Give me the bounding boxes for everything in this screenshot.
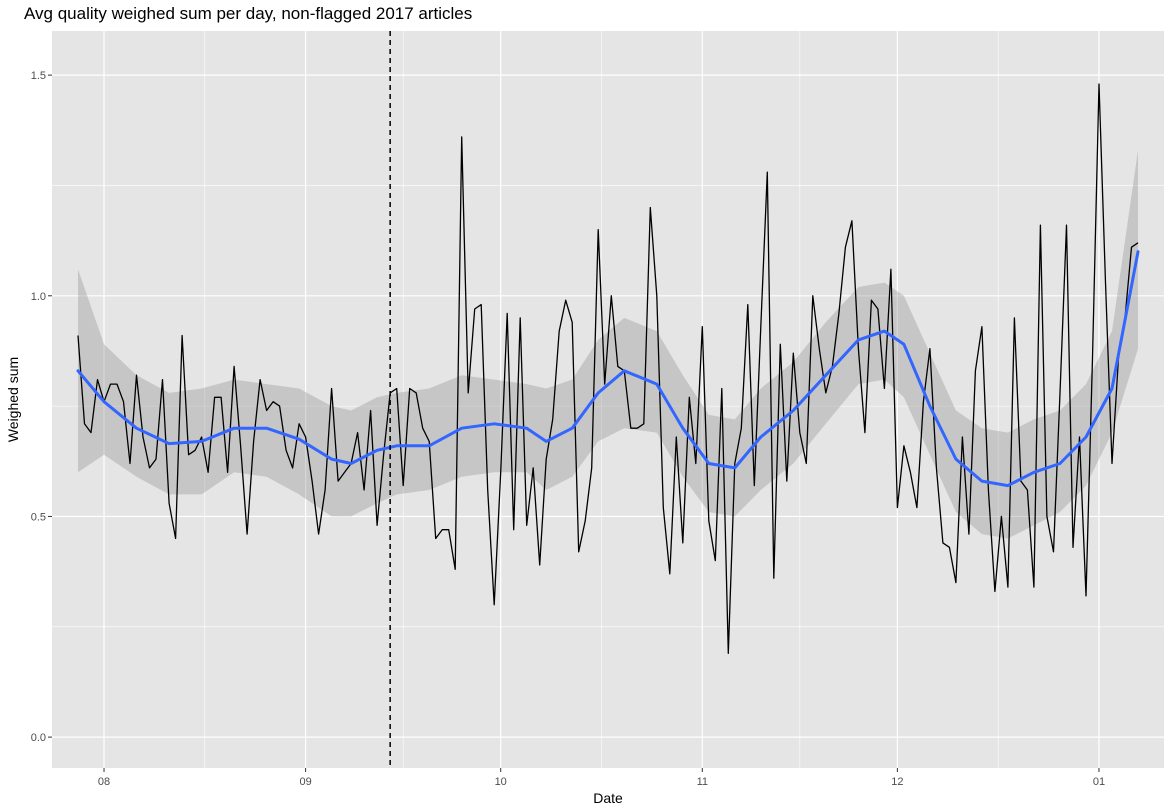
x-axis: 08 09 10 11 12 01 <box>98 768 1105 788</box>
y-tick-label: 1.5 <box>31 70 46 82</box>
y-tick-label: 0.5 <box>31 511 46 523</box>
y-tick-label: 0.0 <box>31 732 46 744</box>
x-tick-label: 01 <box>1093 776 1105 788</box>
x-tick-label: 10 <box>495 776 507 788</box>
y-axis: 0.0 0.5 1.0 1.5 <box>31 70 52 744</box>
daily-values-line <box>77 83 1139 654</box>
y-axis-title: Weighed sum <box>5 357 21 442</box>
x-axis-title: Date <box>593 790 623 806</box>
x-tick-label: 08 <box>98 776 110 788</box>
x-tick-label: 11 <box>697 776 708 788</box>
y-tick-label: 1.0 <box>31 291 46 303</box>
chart-title: Avg quality weighed sum per day, non-fla… <box>24 4 473 23</box>
x-tick-label: 09 <box>299 776 311 788</box>
grid-major <box>52 31 1164 768</box>
x-tick-label: 12 <box>891 776 903 788</box>
grid-minor <box>52 31 1164 768</box>
smoothed-trend-line <box>76 250 1140 488</box>
